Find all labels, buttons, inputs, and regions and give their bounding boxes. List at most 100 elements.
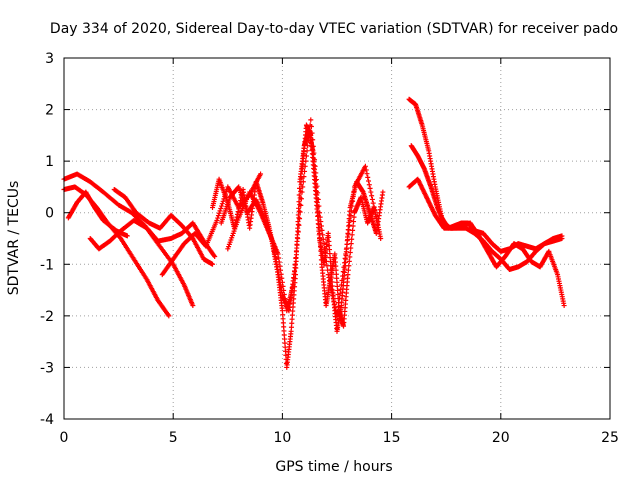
data-point	[372, 208, 378, 214]
data-point	[317, 244, 323, 250]
data-point	[336, 295, 342, 301]
data-point	[320, 232, 326, 238]
data-point	[296, 205, 302, 211]
data-point	[308, 124, 314, 130]
series-track-9	[225, 117, 379, 319]
data-point	[312, 163, 318, 169]
data-point	[334, 313, 340, 319]
x-tick-label: 20	[492, 430, 510, 446]
data-point	[311, 150, 317, 156]
data-point	[319, 227, 325, 233]
data-point	[315, 190, 321, 196]
data-point	[314, 199, 320, 205]
data-point	[278, 267, 284, 273]
chart-title: Day 334 of 2020, Sidereal Day-to-day VTE…	[50, 21, 618, 37]
data-point	[306, 132, 312, 138]
data-point	[347, 249, 353, 255]
data-point	[323, 258, 329, 264]
data-point	[294, 242, 300, 248]
data-point	[315, 196, 321, 202]
data-point	[341, 264, 347, 270]
data-point	[370, 200, 376, 206]
data-point	[275, 251, 281, 257]
data-point	[336, 300, 342, 306]
data-point	[302, 163, 308, 169]
data-point	[337, 291, 343, 297]
data-point	[373, 211, 379, 217]
data-point	[318, 219, 324, 225]
data-point	[219, 203, 225, 209]
data-point	[378, 236, 384, 241]
x-tick-label: 10	[273, 430, 291, 446]
series-track-8	[218, 127, 384, 370]
data-point	[309, 130, 315, 136]
data-point	[326, 275, 332, 281]
data-point	[318, 248, 324, 254]
data-point	[350, 223, 356, 229]
data-point	[371, 204, 377, 210]
data-point	[325, 272, 331, 278]
data-point	[559, 236, 565, 241]
data-point	[328, 286, 334, 292]
data-point	[303, 153, 309, 159]
data-point	[363, 167, 369, 173]
data-point	[380, 189, 386, 195]
data-point	[330, 292, 336, 298]
data-point	[349, 203, 355, 209]
data-point	[348, 241, 354, 247]
series-track-5	[111, 187, 216, 267]
data-point	[317, 230, 323, 236]
data-point	[295, 212, 301, 218]
data-point	[317, 214, 323, 220]
data-point	[190, 303, 196, 309]
data-point	[327, 280, 333, 286]
data-point	[301, 174, 307, 180]
data-point	[335, 304, 341, 310]
series-track-3	[65, 189, 130, 239]
data-point	[318, 257, 324, 263]
data-point	[281, 287, 287, 293]
data-point	[307, 127, 313, 133]
data-point	[348, 245, 354, 251]
data-point	[218, 205, 224, 211]
x-axis-title: GPS time / hours	[275, 459, 392, 475]
data-point	[276, 259, 282, 265]
data-point	[318, 223, 324, 229]
y-tick-label: 2	[45, 103, 54, 119]
data-point	[345, 237, 351, 243]
data-point	[338, 286, 344, 292]
x-tick-label: 0	[60, 430, 69, 446]
data-point	[366, 182, 372, 188]
data-point	[348, 213, 354, 219]
data-point	[369, 193, 375, 199]
data-point	[303, 158, 309, 164]
data-point	[297, 185, 303, 191]
data-point	[283, 300, 289, 306]
data-marks	[61, 96, 567, 370]
data-point	[332, 301, 338, 307]
data-point	[300, 179, 306, 185]
data-point	[317, 239, 323, 245]
data-point	[280, 283, 286, 289]
data-point	[561, 303, 567, 309]
data-point	[290, 282, 296, 288]
data-point	[214, 217, 220, 223]
data-point	[338, 282, 344, 288]
data-point	[308, 117, 314, 123]
data-point	[297, 202, 303, 208]
data-point	[292, 262, 298, 268]
data-point	[279, 275, 285, 281]
data-point	[351, 214, 357, 220]
data-point	[281, 291, 287, 297]
data-point	[346, 227, 352, 233]
data-point	[310, 137, 316, 143]
y-tick-label: -1	[40, 257, 54, 273]
data-point	[299, 189, 305, 195]
data-point	[340, 269, 346, 275]
data-point	[345, 272, 351, 278]
data-point	[296, 208, 302, 214]
data-point	[295, 225, 301, 231]
data-point	[317, 235, 323, 241]
y-tick-label: 3	[45, 51, 54, 67]
